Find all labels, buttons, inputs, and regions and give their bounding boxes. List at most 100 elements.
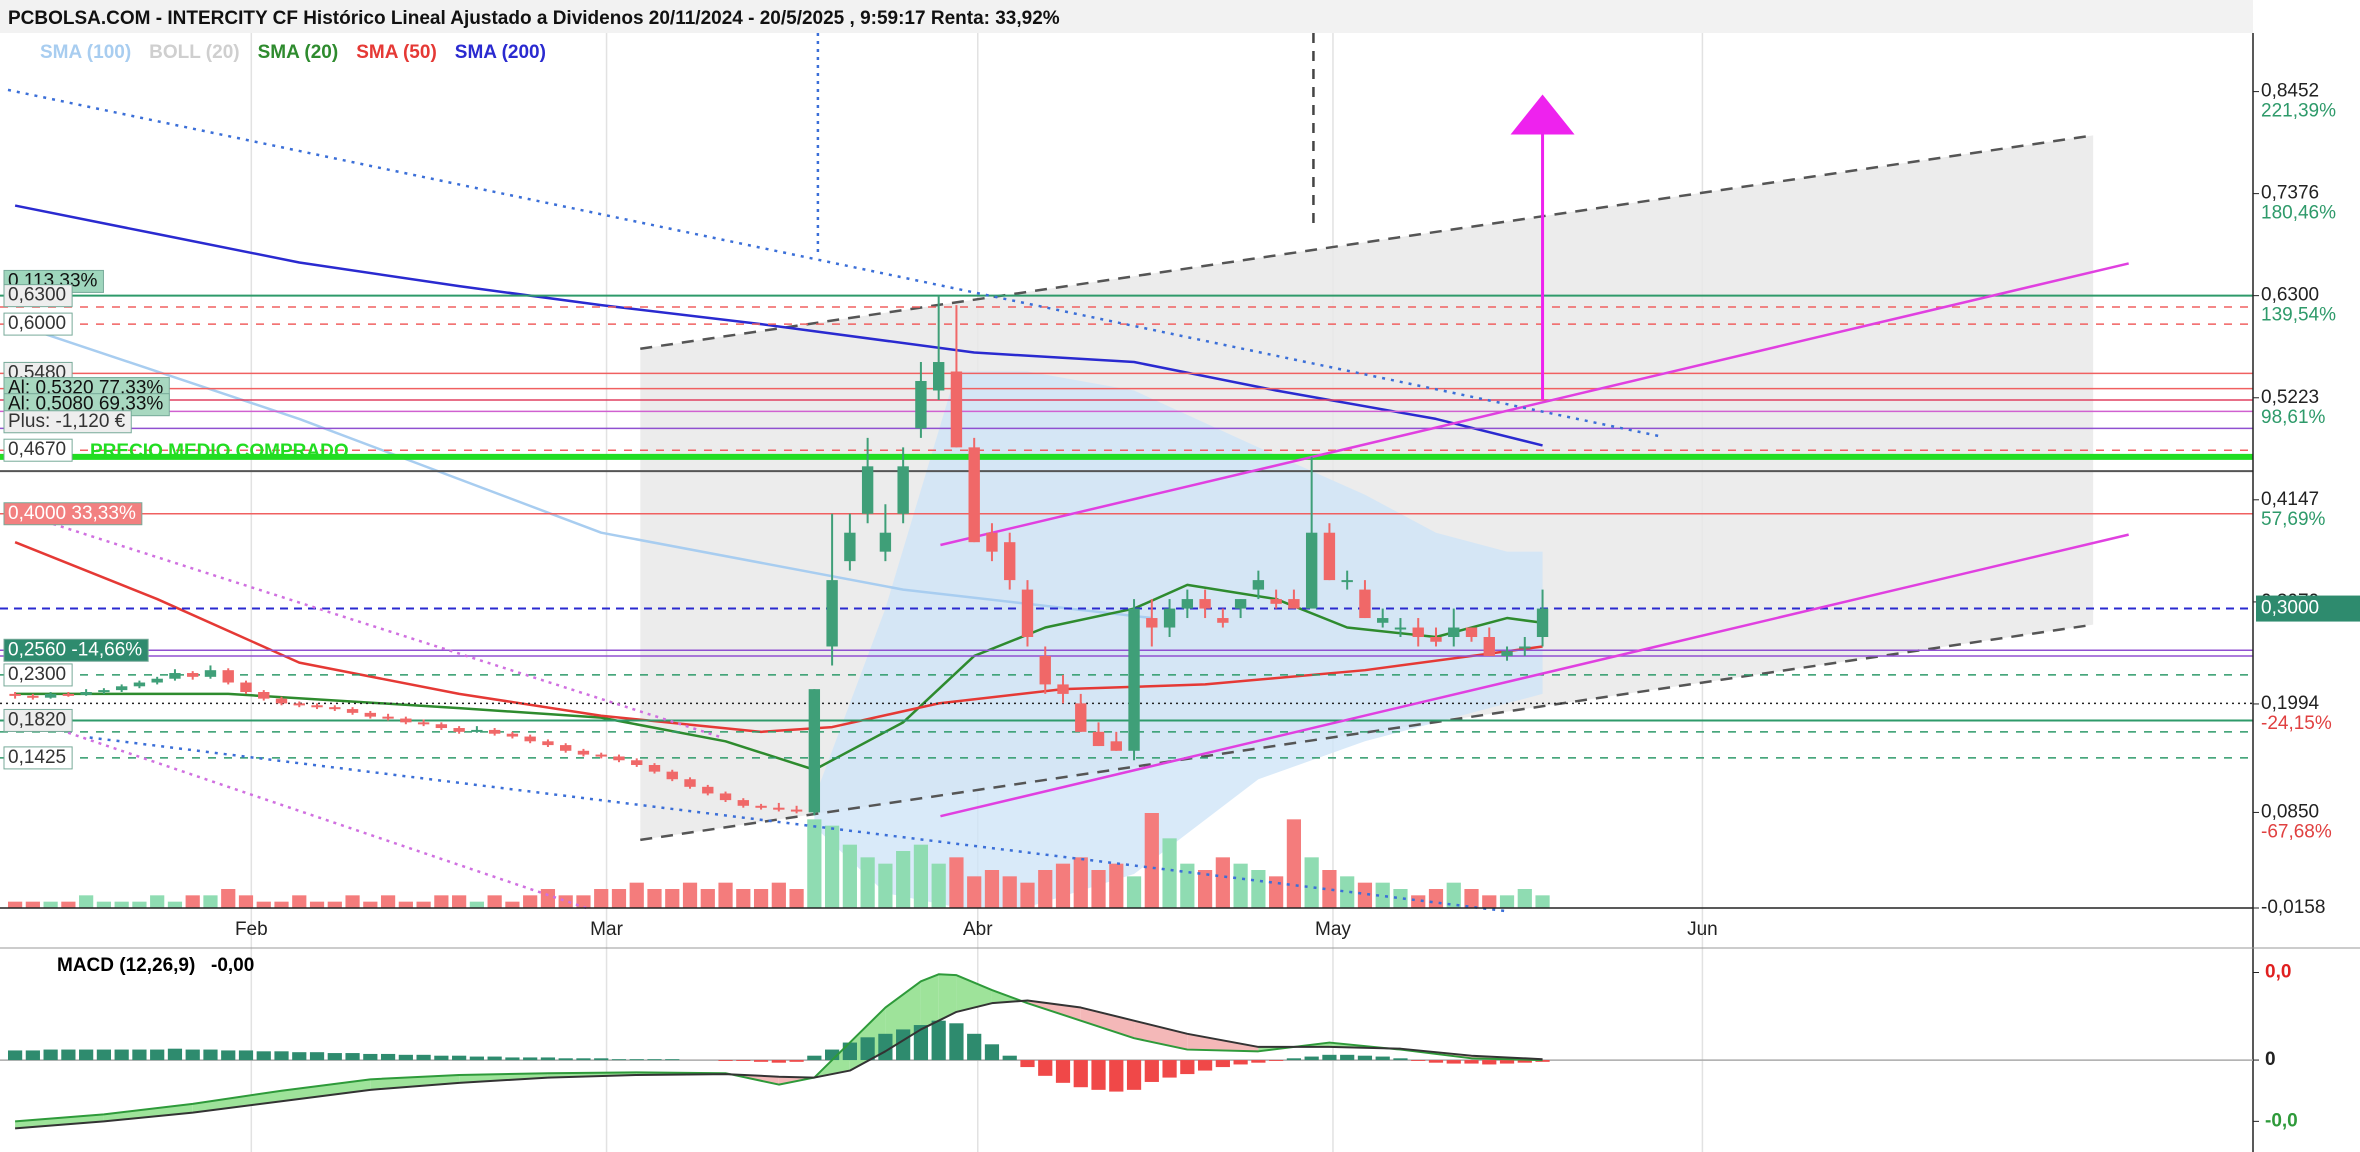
candle-body bbox=[702, 786, 714, 794]
macd-fill bbox=[192, 1090, 282, 1113]
volume-bar bbox=[434, 895, 449, 908]
volume-bar bbox=[647, 889, 662, 908]
macd-histogram-bar bbox=[1482, 1060, 1497, 1065]
candle-body bbox=[613, 756, 625, 761]
macd-histogram-bar bbox=[842, 1042, 857, 1061]
volume-bar bbox=[469, 901, 484, 908]
volume-bar bbox=[1428, 889, 1444, 908]
volume-bar bbox=[185, 895, 200, 908]
volume-bar bbox=[1091, 870, 1106, 908]
legend-entry: SMA (200) bbox=[455, 42, 546, 63]
macd-histogram-bar bbox=[292, 1052, 307, 1061]
level-label-box bbox=[3, 410, 132, 434]
volume-bar bbox=[949, 857, 964, 908]
macd-fill bbox=[15, 1114, 104, 1129]
macd-histogram-bar bbox=[363, 1053, 378, 1061]
volume-bar bbox=[1286, 819, 1302, 908]
volume-bar bbox=[842, 844, 857, 908]
trend-line bbox=[89, 736, 1506, 913]
candle-body bbox=[27, 695, 39, 698]
volume-bar bbox=[1340, 876, 1355, 908]
candle-body bbox=[1004, 542, 1016, 581]
level-label-box bbox=[3, 708, 73, 732]
volume-bar bbox=[363, 901, 378, 908]
volume-bar bbox=[1535, 895, 1550, 908]
candle-body bbox=[133, 682, 146, 687]
candle-body bbox=[435, 724, 448, 729]
volume-bar bbox=[132, 901, 147, 908]
macd-histogram-bar bbox=[79, 1049, 94, 1061]
x-tick-label: May bbox=[1315, 919, 1351, 940]
candle-body bbox=[915, 380, 927, 429]
macd-histogram-bar bbox=[150, 1049, 165, 1061]
channel-line bbox=[640, 623, 2094, 842]
volume-bar bbox=[150, 895, 165, 908]
volume-bar bbox=[380, 895, 396, 908]
volume-bar bbox=[594, 889, 609, 908]
macd-histogram-bar bbox=[611, 1059, 627, 1061]
macd-histogram-bar bbox=[1251, 1060, 1266, 1063]
candle-body bbox=[98, 690, 110, 693]
candle-body bbox=[1448, 627, 1460, 638]
signal-line bbox=[15, 999, 1543, 1130]
volume-bar bbox=[682, 882, 698, 908]
macd-histogram-bar bbox=[452, 1055, 467, 1061]
macd-histogram-bar bbox=[1446, 1060, 1461, 1064]
volume-bar bbox=[913, 844, 929, 908]
macd-histogram-bar bbox=[807, 1055, 822, 1061]
level-label-box bbox=[3, 663, 73, 687]
macd-histogram-bar bbox=[1340, 1054, 1355, 1061]
candle-body bbox=[1359, 589, 1371, 619]
candle-body bbox=[861, 466, 874, 514]
candle-body bbox=[950, 371, 963, 448]
volume-bar bbox=[416, 901, 431, 908]
candle-body bbox=[755, 805, 767, 808]
x-tick-label: Feb bbox=[235, 919, 268, 940]
volume-bar bbox=[221, 889, 236, 908]
macd-histogram-bar bbox=[1304, 1056, 1319, 1061]
trend-line bbox=[940, 533, 2129, 818]
volume-bar bbox=[576, 895, 591, 908]
macd-histogram-bar bbox=[1197, 1060, 1213, 1071]
macd-histogram-bar bbox=[523, 1057, 538, 1061]
candle-body bbox=[187, 673, 199, 677]
candle-body bbox=[1181, 599, 1194, 609]
candle-body bbox=[986, 532, 998, 552]
level-label-box bbox=[3, 746, 73, 770]
y-tick-note: 221,39% bbox=[2261, 101, 2336, 122]
candle-body bbox=[1039, 655, 1051, 685]
candle-body bbox=[9, 693, 21, 696]
macd-histogram-bar bbox=[1109, 1060, 1124, 1092]
volume-bar bbox=[1517, 889, 1532, 908]
volume-bar bbox=[523, 895, 538, 908]
volume-bar bbox=[1357, 882, 1373, 908]
candle-body bbox=[631, 760, 643, 766]
macd-fill bbox=[920, 974, 939, 1030]
macd-histogram-bar bbox=[1322, 1054, 1337, 1061]
candle-body bbox=[275, 698, 288, 704]
volume-bar bbox=[114, 901, 129, 908]
candle-layer bbox=[9, 295, 1549, 816]
candle-body bbox=[346, 709, 359, 713]
candle-body bbox=[1110, 741, 1122, 751]
macd-histogram-bar bbox=[96, 1049, 112, 1061]
volume-bar bbox=[274, 901, 289, 908]
level-label: 0,2300 bbox=[8, 664, 66, 685]
volume-bar bbox=[487, 895, 502, 908]
candle-body bbox=[1519, 646, 1531, 649]
volume-bar bbox=[1038, 870, 1053, 908]
background-layer bbox=[7, 33, 2094, 1152]
volume-bar bbox=[256, 901, 271, 908]
volume-bar bbox=[1197, 870, 1213, 908]
y-tick-label: 0,5223 bbox=[2261, 387, 2319, 408]
macd-histogram-bar bbox=[380, 1053, 396, 1061]
volume-bar bbox=[96, 901, 112, 908]
macd-histogram-bar bbox=[203, 1049, 218, 1061]
macd-title: MACD (12,26,9) bbox=[57, 955, 195, 976]
volume-bar bbox=[167, 901, 183, 908]
candle-body bbox=[1217, 618, 1229, 623]
macd-histogram-bar bbox=[434, 1055, 449, 1061]
title-bar bbox=[0, 0, 2253, 33]
volume-bar bbox=[1020, 882, 1035, 908]
candle-body bbox=[1483, 637, 1495, 656]
